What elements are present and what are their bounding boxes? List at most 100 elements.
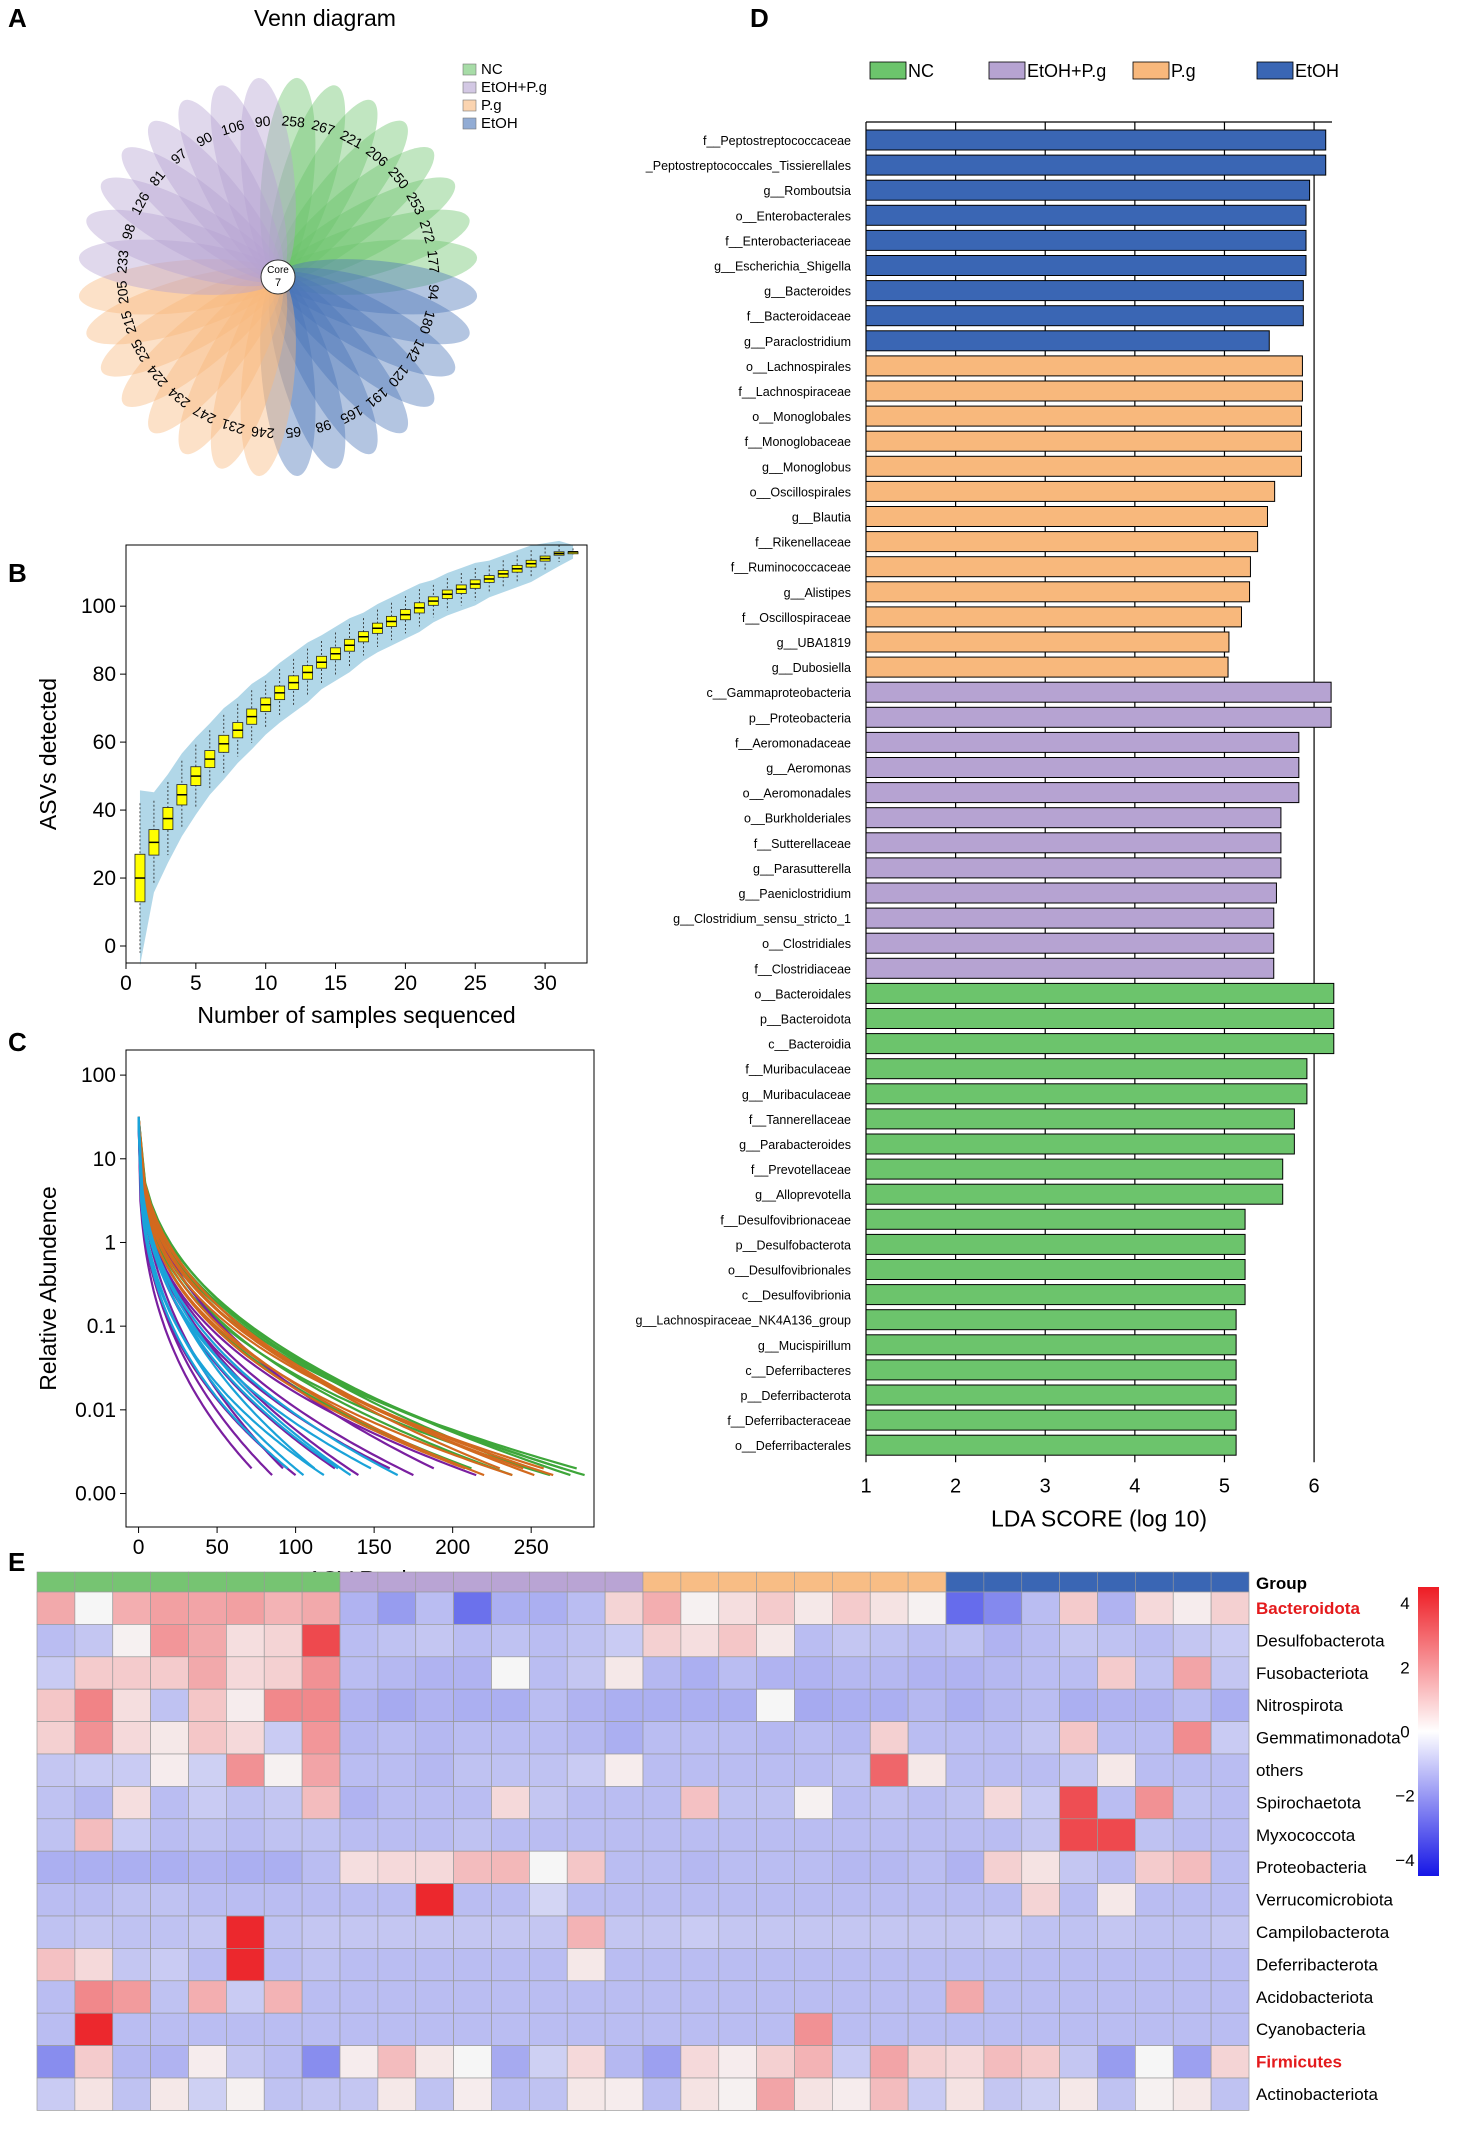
heatmap-cell <box>377 1948 417 1982</box>
heatmap-cell <box>453 2045 492 2079</box>
heatmap-cell <box>642 1915 682 1949</box>
rank-curve-pg <box>137 1123 485 1477</box>
group-bar-cell <box>1135 1571 1174 1593</box>
heatmap-cell <box>491 1786 530 1820</box>
heatmap-cell <box>36 1656 76 1690</box>
heatmap-cell <box>1021 2045 1060 2079</box>
heatmap-cell <box>453 1948 492 1982</box>
heatmap-cell <box>566 1656 606 1690</box>
rank-curve-pg <box>137 1116 545 1470</box>
heatmap-cell <box>1021 1624 1060 1658</box>
heatmap-cell <box>491 2012 530 2046</box>
heatmap-cell <box>74 1915 114 1949</box>
heatmap-cell <box>112 1688 151 1722</box>
heatmap-cell <box>642 1883 682 1917</box>
heatmap-cell <box>718 1656 757 1690</box>
heatmap-cell <box>415 1980 454 2014</box>
venn-petal <box>274 120 408 279</box>
heatmap-cell <box>36 1624 76 1658</box>
heatmap-cell <box>604 1818 644 1852</box>
heatmap-cell <box>983 1688 1023 1722</box>
group-bar-cell <box>74 1571 114 1593</box>
group-bar-cell <box>263 1571 303 1593</box>
venn-title: Venn diagram <box>254 5 396 31</box>
heatmap-cell <box>150 1753 189 1787</box>
heatmap-row-label: Spirochaetota <box>1256 1793 1361 1812</box>
lda-legend-label: EtOH+P.g <box>1027 61 1106 81</box>
venn-petal <box>260 276 316 477</box>
heatmap-cell <box>1135 1850 1174 1884</box>
heatmap-cell <box>188 1883 227 1917</box>
lda-bar-label: f__Deferribacteraceae <box>727 1414 851 1428</box>
group-bar-cell <box>945 1571 985 1593</box>
phylum-heatmap-chart: Group Bacteroidota Desulfobacterota Fusobac… <box>36 1571 1439 2111</box>
rarefaction-frame <box>125 544 588 964</box>
heatmap-cell <box>642 1721 682 1755</box>
venn-petal <box>272 276 378 455</box>
heatmap-cell <box>945 1624 985 1658</box>
heatmap-cell <box>983 2012 1023 2046</box>
heatmap-cell <box>832 2012 871 2046</box>
group-bar-cell <box>756 1571 795 1593</box>
heatmap-cell <box>1135 1883 1174 1917</box>
lda-bar-label: o__Aeromonadales <box>743 787 851 801</box>
lda-bar-label: f__Desulfovibrionaceae <box>720 1213 851 1227</box>
lda-bar-label: g__Alistipes <box>784 586 851 600</box>
heatmap-cell <box>112 1883 151 1917</box>
venn-petal <box>78 259 279 315</box>
rank-curve-etoh <box>137 1123 325 1477</box>
heatmap-cell <box>1097 1591 1136 1625</box>
heatmap-cell <box>529 1721 568 1755</box>
lda-bar-label: g__Aeromonas <box>766 762 851 776</box>
heatmap-cell <box>1097 1624 1136 1658</box>
heatmap-cell <box>869 2045 909 2079</box>
lda-bar-label: o__Desulfovibrionales <box>728 1264 851 1278</box>
heatmap-cell <box>869 1948 909 1982</box>
heatmap-cell <box>1059 1818 1098 1852</box>
venn-petal-value: 94 <box>425 284 442 301</box>
lda-bar-label: g__Parasutterella <box>753 862 851 876</box>
heatmap-cell <box>604 2012 644 2046</box>
lda-bar <box>865 531 1259 553</box>
venn-petal <box>147 120 282 279</box>
lda-bar <box>865 1133 1295 1155</box>
heatmap-cell <box>642 1818 682 1852</box>
heatmap-cell <box>529 1883 568 1917</box>
heatmap-cell <box>945 1688 985 1722</box>
lda-bar-label: f__Clostridiaceae <box>754 962 851 976</box>
heatmap-cell <box>1059 1721 1098 1755</box>
group-bar-cell <box>188 1571 227 1593</box>
colorbar-tick-label: −2 <box>1395 1787 1414 1806</box>
heatmap-cell <box>1097 2077 1136 2111</box>
venn-petal <box>276 146 435 281</box>
heatmap-cell <box>339 1915 379 1949</box>
heatmap-cell <box>263 1786 303 1820</box>
lda-bar <box>865 1083 1308 1105</box>
heatmap-cell <box>566 2012 606 2046</box>
heatmap-cell <box>1059 1688 1098 1722</box>
heatmap-cell <box>415 1656 454 1690</box>
heatmap-cell <box>869 1786 909 1820</box>
heatmap-cell <box>1135 1656 1174 1690</box>
rank-curve-etoh <box>137 1116 289 1470</box>
lda-bar <box>865 430 1303 452</box>
heatmap-cell <box>529 1948 568 1982</box>
heatmap-cell <box>718 1915 757 1949</box>
heatmap-cell <box>301 1915 341 1949</box>
heatmap-cell <box>907 1591 947 1625</box>
heatmap-cell <box>869 1624 909 1658</box>
heatmap-cell <box>74 1980 114 2014</box>
heatmap-cell <box>415 1591 454 1625</box>
heatmap-cell <box>1172 1624 1212 1658</box>
lda-bar <box>865 656 1229 678</box>
venn-petal <box>100 177 279 283</box>
heatmap-cell <box>1021 1915 1060 1949</box>
heatmap-cell <box>642 2045 682 2079</box>
lda-bar <box>865 129 1327 151</box>
heatmap-cell <box>453 2012 492 2046</box>
heatmap-cell <box>983 1948 1023 1982</box>
heatmap-cell <box>226 1688 265 1722</box>
heatmap-cell <box>377 1883 417 1917</box>
venn-petal <box>240 77 296 278</box>
heatmap-cell <box>642 1850 682 1884</box>
